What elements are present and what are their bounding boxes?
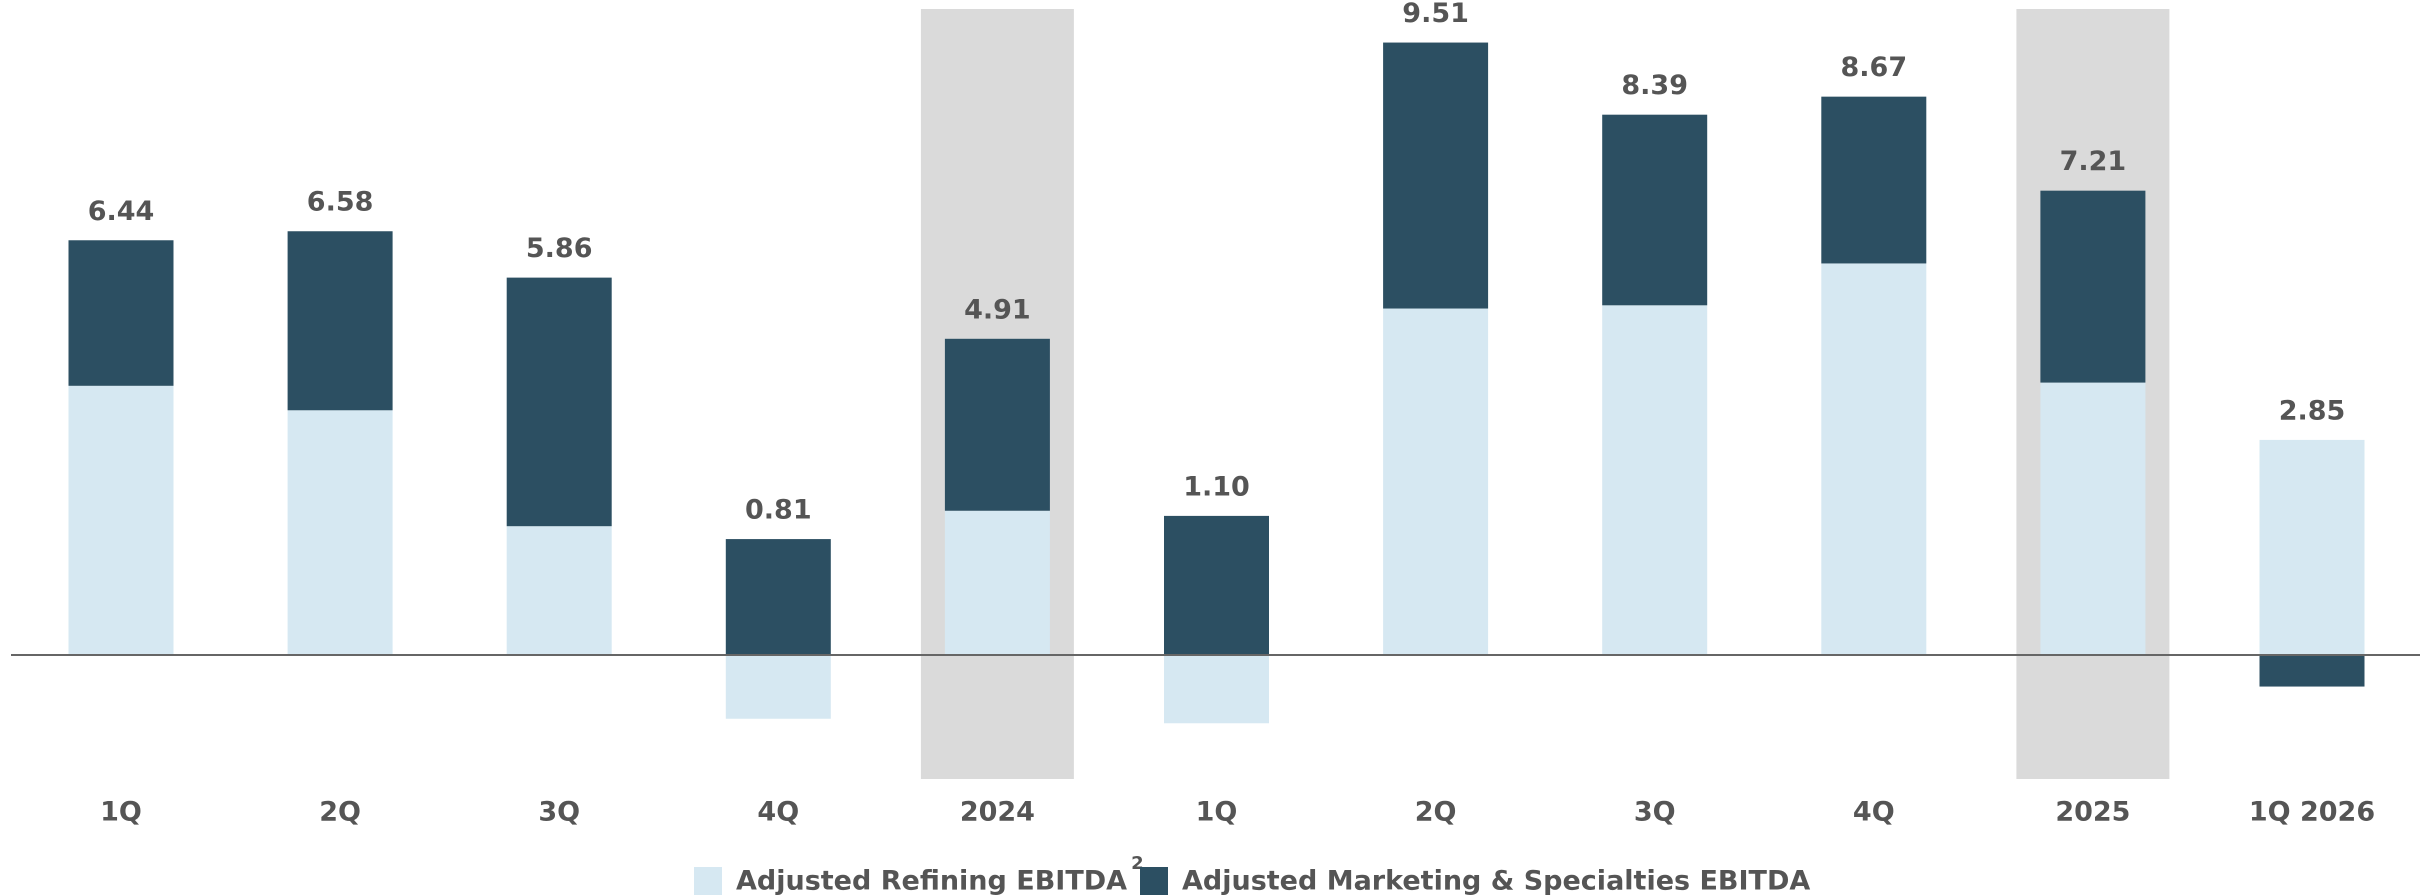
total-label: 8.39 xyxy=(1621,70,1688,101)
x-tick-label: 3Q xyxy=(538,797,580,828)
bar-segment xyxy=(944,510,1050,655)
bar-segment xyxy=(287,410,393,655)
bar-segment xyxy=(1383,42,1489,309)
bar-segment xyxy=(1602,114,1708,306)
total-label: 0.81 xyxy=(745,495,812,526)
bar-segment xyxy=(1821,96,1927,264)
x-tick-label: 3Q xyxy=(1634,797,1676,828)
total-label: 4.91 xyxy=(964,294,1031,325)
x-tick-label: 1Q xyxy=(1196,797,1238,828)
total-label: 7.21 xyxy=(2060,146,2127,177)
bar-segment xyxy=(2259,439,2365,655)
bar-segment xyxy=(2259,655,2365,687)
bar-segment xyxy=(2040,382,2146,655)
legend-swatch xyxy=(1140,867,1168,895)
bar-segment xyxy=(68,385,174,655)
total-label: 2.85 xyxy=(2279,395,2346,426)
bar-segment xyxy=(725,539,831,655)
bar-segment xyxy=(1602,305,1708,655)
legend-label: Adjusted Marketing & Specialties EBITDA xyxy=(1182,866,1810,896)
x-tick-label: 4Q xyxy=(757,797,799,828)
total-label: 6.58 xyxy=(307,187,374,218)
total-label: 1.10 xyxy=(1183,471,1250,502)
legend-label: Adjusted Refining EBITDA xyxy=(736,866,1127,896)
x-tick-label: 2Q xyxy=(1415,797,1457,828)
bar-segment xyxy=(725,655,831,719)
bar-segment xyxy=(506,526,612,655)
total-label: 9.51 xyxy=(1402,0,1469,29)
total-label: 8.67 xyxy=(1840,52,1907,83)
x-tick-label: 1Q xyxy=(100,797,142,828)
x-tick-label: 1Q 2026 xyxy=(2249,797,2375,828)
x-tick-label: 2025 xyxy=(2055,797,2130,828)
x-tick-label: 4Q xyxy=(1853,797,1895,828)
bar-segment xyxy=(1383,308,1489,655)
legend-swatch xyxy=(694,867,722,895)
x-tick-label: 2Q xyxy=(319,797,361,828)
bar-segment xyxy=(2040,190,2146,383)
bar-segment xyxy=(1821,263,1927,655)
x-tick-label: 2024 xyxy=(960,797,1035,828)
bar-segment xyxy=(68,240,174,386)
bar-segment xyxy=(506,277,612,527)
bar-segment xyxy=(287,231,393,411)
bar-segment xyxy=(1164,655,1269,724)
bar-segment xyxy=(1164,515,1269,655)
total-label: 6.44 xyxy=(88,196,155,227)
total-label: 5.86 xyxy=(526,233,593,264)
bar-segment xyxy=(944,338,1050,511)
